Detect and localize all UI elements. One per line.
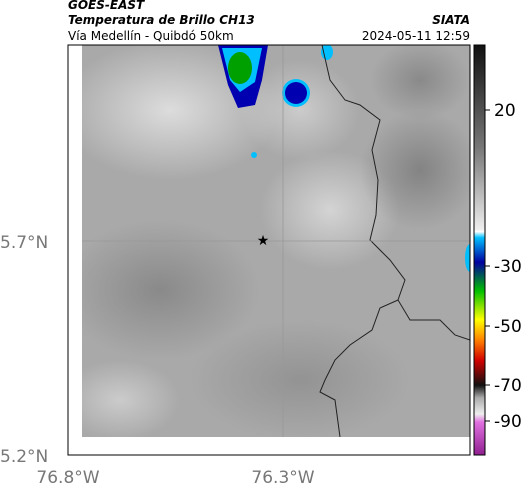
satellite-image (82, 45, 470, 437)
datetime: 2024-05-11 12:59 (362, 29, 470, 43)
lat-label: 5.2°N (0, 447, 48, 467)
product: Temperatura de Brillo CH13 (68, 13, 255, 27)
satellite: GOES-EAST (68, 0, 145, 12)
colorbar-tick-label: -90 (494, 412, 522, 432)
colorbar-tick-label: -30 (494, 257, 522, 277)
city-marker: ★ (257, 233, 270, 249)
colorbar-ticks: 20 -30 -50 -70 -90 (485, 101, 522, 432)
source: SIATA (432, 13, 470, 27)
colorbar-tick-label: -70 (494, 376, 522, 396)
lon-label: 76.8°W (36, 468, 99, 488)
map-frame (67, 44, 471, 456)
route: Vía Medellín - Quibdó 50km (68, 29, 234, 43)
colorbar-tick-label: -50 (494, 317, 522, 337)
colorbar (473, 44, 486, 456)
lon-label: 76.3°W (251, 468, 314, 488)
lat-label: 5.7°N (0, 233, 48, 253)
colorbar-tick-label: 20 (494, 101, 516, 121)
